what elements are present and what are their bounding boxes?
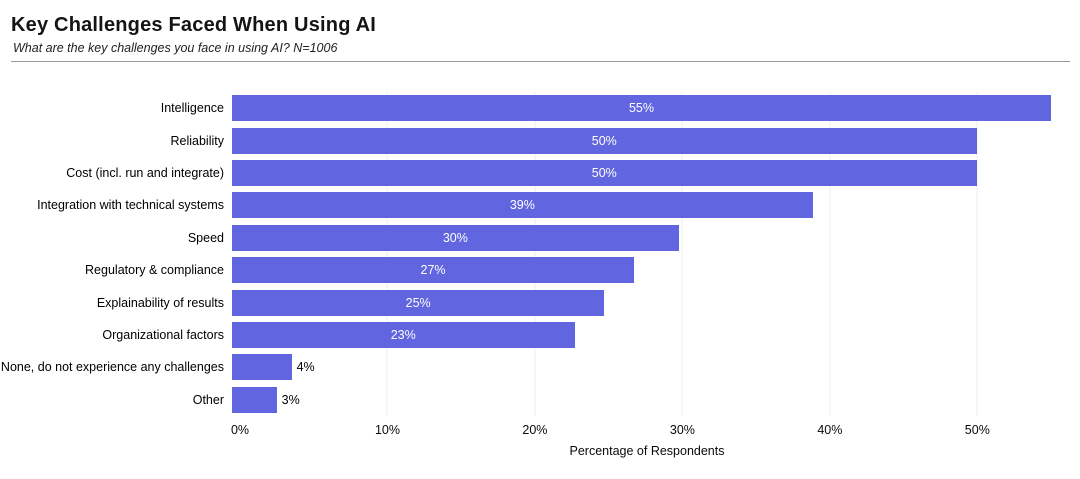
bar-row: Explainability of results 25%	[0, 286, 1080, 318]
bar-rows: Intelligence 55% Reliability 50% Cost (incl.…	[0, 92, 1080, 416]
header-divider	[11, 61, 1070, 62]
category-label: Speed	[187, 230, 224, 245]
x-tick-label: 10%	[374, 422, 400, 437]
category-label: Organizational factors	[102, 327, 224, 342]
x-tick-label: 40%	[817, 422, 843, 437]
x-tick-label: 30%	[669, 422, 695, 437]
bar-row: Cost (incl. run and integrate) 50%	[0, 157, 1080, 189]
bar: 50%	[232, 127, 977, 154]
bar-row: Reliability 50%	[0, 124, 1080, 156]
bar-row: Intelligence 55%	[0, 92, 1080, 124]
category-label: Reliability	[170, 133, 225, 148]
bar-track: 55%	[232, 95, 1054, 122]
value-label: 25%	[405, 295, 431, 310]
bar-track: 23%	[232, 321, 1054, 348]
chart-header: Key Challenges Faced When Using AI What …	[0, 0, 1080, 62]
bar-track: 4%	[232, 354, 1054, 381]
bar-track: 50%	[232, 127, 1054, 154]
bar-row: Speed 30%	[0, 222, 1080, 254]
bar-track: 27%	[232, 257, 1054, 284]
value-label: 55%	[628, 101, 655, 116]
category-label: Regulatory & compliance	[85, 263, 224, 278]
value-label: 23%	[390, 327, 416, 342]
value-label: 39%	[509, 198, 535, 213]
gridline	[976, 92, 978, 416]
page-title: Key Challenges Faced When Using AI	[11, 14, 377, 36]
bar-track: 50%	[232, 159, 1054, 186]
bar	[232, 386, 277, 413]
gridlines-layer	[240, 92, 1054, 416]
x-axis-title: Percentage of Respondents	[569, 443, 725, 458]
bar-chart: Intelligence 55% Reliability 50% Cost (incl.…	[0, 92, 1080, 458]
bar-row: Organizational factors 23%	[0, 319, 1080, 351]
value-label: 27%	[420, 263, 446, 278]
gridline	[386, 92, 388, 416]
gridline	[829, 92, 831, 416]
x-axis: 0% 10% 20% 30% 40% 50%	[231, 416, 1054, 440]
bar: 23%	[232, 321, 575, 348]
value-label: 50%	[591, 165, 617, 180]
category-label: Intelligence	[160, 101, 224, 116]
bar: 50%	[232, 159, 977, 186]
bar: 30%	[232, 224, 679, 251]
x-tick-label: 50%	[964, 422, 990, 437]
plot-area: Intelligence 55% Reliability 50% Cost (incl.…	[0, 92, 1080, 416]
category-label: Integration with technical systems	[37, 198, 224, 213]
gridline	[534, 92, 536, 416]
bar-track: 25%	[232, 289, 1054, 316]
category-label: Other	[192, 392, 224, 407]
category-label: Explainability of results	[96, 295, 224, 310]
chart-subtitle: What are the key challenges you face in …	[13, 41, 338, 55]
value-label: 50%	[591, 133, 617, 148]
bar-row: Integration with technical systems 39%	[0, 189, 1080, 221]
category-label: None, do not experience any challenges	[0, 360, 224, 375]
bar: 25%	[232, 289, 605, 316]
bar-track: 39%	[232, 192, 1054, 219]
category-label: Cost (incl. run and integrate)	[66, 165, 224, 180]
bar: 27%	[232, 257, 635, 284]
gridline	[681, 92, 683, 416]
value-label: 30%	[442, 230, 468, 245]
x-tick-label: 0%	[230, 422, 250, 437]
bar-track: 3%	[232, 386, 1054, 413]
bar-row: Regulatory & compliance 27%	[0, 254, 1080, 286]
value-label: 4%	[296, 360, 315, 375]
bar: 55%	[232, 95, 1052, 122]
bar: 39%	[232, 192, 813, 219]
bar-row: Other 3%	[0, 384, 1080, 416]
bar-row: None, do not experience any challenges 4%	[0, 351, 1080, 383]
bar	[232, 354, 292, 381]
value-label: 3%	[281, 392, 300, 407]
bar-track: 30%	[232, 224, 1054, 251]
x-tick-label: 20%	[522, 422, 548, 437]
